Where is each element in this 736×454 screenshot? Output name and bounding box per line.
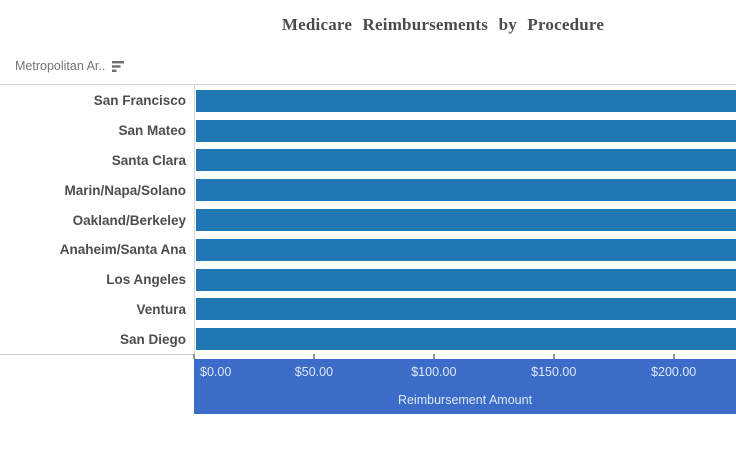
axis-tick-label: $0.00 bbox=[200, 365, 232, 379]
bar-mark[interactable] bbox=[196, 149, 736, 172]
category-label[interactable]: Marin/Napa/Solano bbox=[64, 182, 186, 198]
bar-mark[interactable] bbox=[196, 119, 736, 142]
bar-cell bbox=[196, 265, 736, 295]
category-label[interactable]: San Mateo bbox=[118, 123, 186, 139]
field-label[interactable]: Metropolitan Ar.. bbox=[15, 59, 106, 73]
category-label[interactable]: Ventura bbox=[136, 301, 186, 317]
sort-descending-icon[interactable] bbox=[111, 60, 127, 73]
category-label[interactable]: San Diego bbox=[119, 331, 186, 347]
category-axis-line bbox=[194, 85, 195, 354]
bottom-divider bbox=[0, 354, 195, 355]
bar-mark[interactable] bbox=[196, 328, 736, 351]
axis-tick-mark bbox=[552, 354, 555, 359]
axis-tick-mark bbox=[432, 354, 435, 359]
category-label[interactable]: Los Angeles bbox=[106, 272, 186, 288]
axis-tick-mark bbox=[312, 354, 315, 359]
axis-tick-mark bbox=[193, 354, 195, 359]
table-row: Santa Clara bbox=[0, 146, 736, 176]
bar-mark[interactable] bbox=[196, 238, 736, 261]
table-row: Ventura bbox=[0, 294, 736, 324]
bar-mark[interactable] bbox=[196, 89, 736, 112]
bar-mark[interactable] bbox=[196, 268, 736, 291]
axis-tick-label: $150.00 bbox=[531, 365, 577, 379]
bar-cell bbox=[196, 294, 736, 324]
x-axis-highlighted[interactable]: $0.00 $50.00 $100.00 $150.00 $200.00 Reimbur… bbox=[194, 359, 736, 414]
header-divider bbox=[0, 84, 736, 85]
axis-tick-label: $100.00 bbox=[411, 365, 457, 379]
bar-cell bbox=[196, 86, 736, 116]
bar-rows: San Francisco San Mateo Santa Clara Marin/N… bbox=[0, 86, 736, 354]
category-label[interactable]: Santa Clara bbox=[111, 152, 186, 168]
axis-tick-label: $50.00 bbox=[294, 365, 334, 379]
table-row: San Francisco bbox=[0, 86, 736, 116]
category-label[interactable]: Oakland/Berkeley bbox=[72, 212, 186, 228]
bar-mark[interactable] bbox=[196, 179, 736, 202]
bar-mark[interactable] bbox=[196, 209, 736, 232]
axis-tick-mark bbox=[672, 354, 675, 359]
table-row: Anaheim/Santa Ana bbox=[0, 235, 736, 265]
bar-cell bbox=[196, 116, 736, 146]
bar-cell bbox=[196, 205, 736, 235]
bar-cell bbox=[196, 235, 736, 265]
table-row: Los Angeles bbox=[0, 265, 736, 295]
column-field-header[interactable]: Metropolitan Ar.. bbox=[15, 59, 127, 73]
table-row: San Diego bbox=[0, 324, 736, 354]
bar-cell bbox=[196, 146, 736, 176]
table-row: Marin/Napa/Solano bbox=[0, 175, 736, 205]
category-label[interactable]: San Francisco bbox=[93, 93, 186, 109]
bar-mark[interactable] bbox=[196, 298, 736, 321]
category-label[interactable]: Anaheim/Santa Ana bbox=[59, 242, 186, 258]
axis-tick-label: $200.00 bbox=[651, 365, 697, 379]
chart-title: Medicare Reimbursements by Procedure bbox=[281, 15, 605, 34]
bar-cell bbox=[196, 175, 736, 205]
bar-cell bbox=[196, 324, 736, 354]
table-row: Oakland/Berkeley bbox=[0, 205, 736, 235]
x-axis-title: Reimbursement Amount bbox=[397, 393, 533, 407]
table-row: San Mateo bbox=[0, 116, 736, 146]
